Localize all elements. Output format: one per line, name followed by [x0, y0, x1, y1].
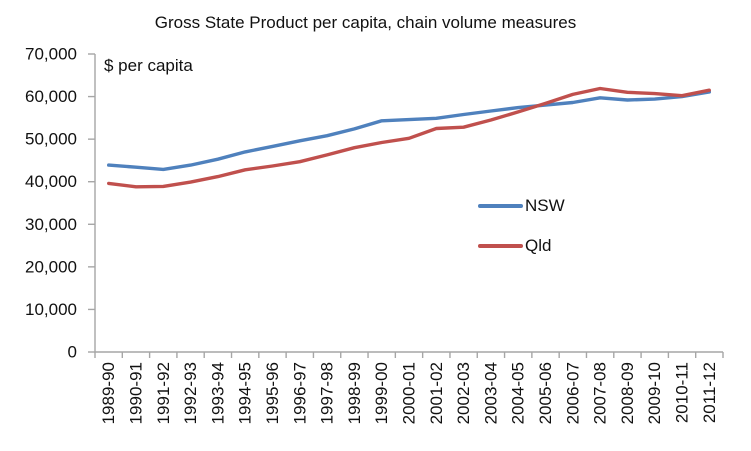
- x-axis-tick-label: 1999-00: [372, 362, 391, 424]
- y-axis-tick-label: 40,000: [25, 172, 77, 191]
- y-axis-tick-label: 10,000: [25, 300, 77, 319]
- x-axis-tick-label: 2009-10: [645, 362, 664, 424]
- nsw-line: [106, 90, 711, 172]
- x-axis-tick-label: 1990-91: [126, 362, 145, 424]
- legend-label-nsw: NSW: [525, 196, 565, 215]
- y-axis-tick-label: 30,000: [25, 215, 77, 234]
- x-axis-tick-label: 2008-09: [618, 362, 637, 424]
- x-axis-tick-label: 1994-95: [236, 362, 255, 424]
- qld-line-swatch-icon: [478, 244, 523, 248]
- x-axis-tick-label: 2007-08: [591, 362, 610, 424]
- x-axis-tick-label: 2002-03: [454, 362, 473, 424]
- y-axis-tick-label: 20,000: [25, 257, 77, 276]
- x-axis-tick-label: 2000-01: [400, 362, 419, 424]
- x-axis-tick-label: 1995-96: [263, 362, 282, 424]
- y-axis-tick-label: 0: [68, 343, 77, 362]
- x-axis-tick-label: 1996-97: [290, 362, 309, 424]
- x-axis-tick-label: 2006-07: [563, 362, 582, 424]
- nsw-line-swatch-icon: [478, 204, 523, 208]
- qld-line: [106, 86, 711, 189]
- x-axis-tick-label: 1997-98: [318, 362, 337, 424]
- x-axis-tick-label: 2003-04: [481, 362, 500, 424]
- x-axis-tick-label: 2001-02: [427, 362, 446, 424]
- y-axis-tick-label: 50,000: [25, 130, 77, 149]
- x-axis-tick-label: 1989-90: [99, 362, 118, 424]
- x-axis-tick-label: 1993-94: [208, 362, 227, 424]
- legend-item-nsw: NSW: [478, 196, 565, 216]
- x-axis-tick-label: 2005-06: [536, 362, 555, 424]
- chart-title: Gross State Product per capita, chain vo…: [154, 13, 577, 32]
- legend-item-qld: Qld: [478, 236, 565, 256]
- legend-label-qld: Qld: [525, 236, 552, 255]
- y-axis-tick-label: 70,000: [25, 45, 77, 64]
- x-axis-tick-label: 2010-11: [673, 362, 692, 423]
- legend: NSW Qld: [478, 196, 565, 256]
- y-axis-unit-label: $ per capita: [104, 56, 193, 75]
- x-axis-tick-label: 2011-12: [700, 362, 719, 423]
- y-axis-tick-label: 60,000: [25, 87, 77, 106]
- x-axis-tick-label: 1991-92: [154, 362, 173, 424]
- x-axis-tick-label: 1992-93: [181, 362, 200, 424]
- x-axis-tick-label: 2004-05: [509, 362, 528, 424]
- x-axis-tick-label: 1998-99: [345, 362, 364, 424]
